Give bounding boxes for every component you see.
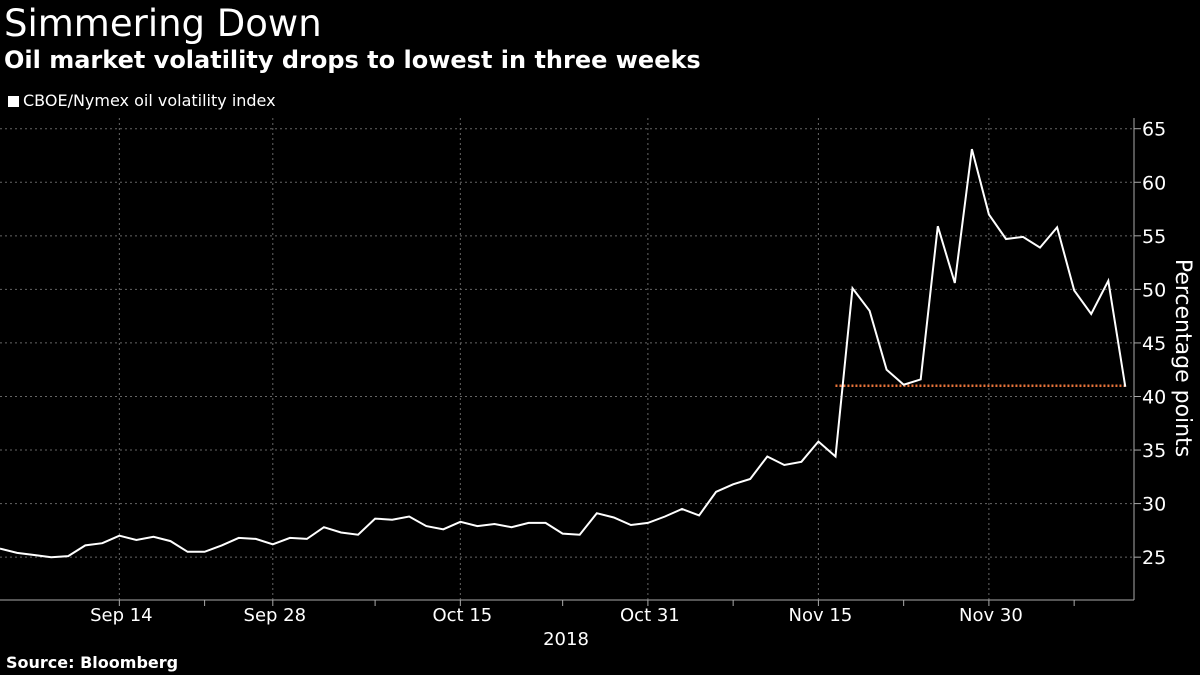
legend: CBOE/Nymex oil volatility index (8, 90, 276, 112)
series-layer (0, 148, 1127, 559)
x-tick-label: Nov 30 (959, 605, 1023, 626)
y-axis-title: Percentage points (1170, 259, 1195, 457)
y-tick-label: 35 (1142, 440, 1166, 462)
legend-label: CBOE/Nymex oil volatility index (23, 91, 276, 110)
y-tick-label: 60 (1142, 172, 1166, 194)
x-tick-label: Sep 14 (90, 605, 153, 626)
y-tick-label: 40 (1142, 386, 1166, 408)
chart-subtitle: Oil market volatility drops to lowest in… (4, 46, 701, 74)
grid (0, 118, 1134, 600)
y-tick-label: 30 (1142, 494, 1166, 516)
chart-title: Simmering Down (4, 2, 322, 45)
y-tick-label: 55 (1142, 226, 1166, 248)
x-tick-label: Oct 15 (432, 605, 492, 626)
y-tick-label: 50 (1142, 279, 1166, 301)
axes: 25 30 35 40 45 50 55 60 65 Sep 14 Sep 28 Oct 15 Oct … (0, 118, 1166, 626)
y-tick-label: 65 (1142, 119, 1166, 141)
legend-swatch (8, 95, 19, 107)
x-tick-label: Oct 31 (620, 605, 680, 626)
y-tick-label: 45 (1142, 333, 1166, 355)
x-axis-title: 2018 (543, 629, 589, 650)
source-note: Source: Bloomberg (6, 653, 179, 672)
x-tick-label: Sep 28 (244, 605, 307, 626)
series-line (0, 148, 1127, 559)
y-tick-label: 25 (1142, 547, 1166, 569)
x-tick-label: Nov 15 (789, 605, 853, 626)
